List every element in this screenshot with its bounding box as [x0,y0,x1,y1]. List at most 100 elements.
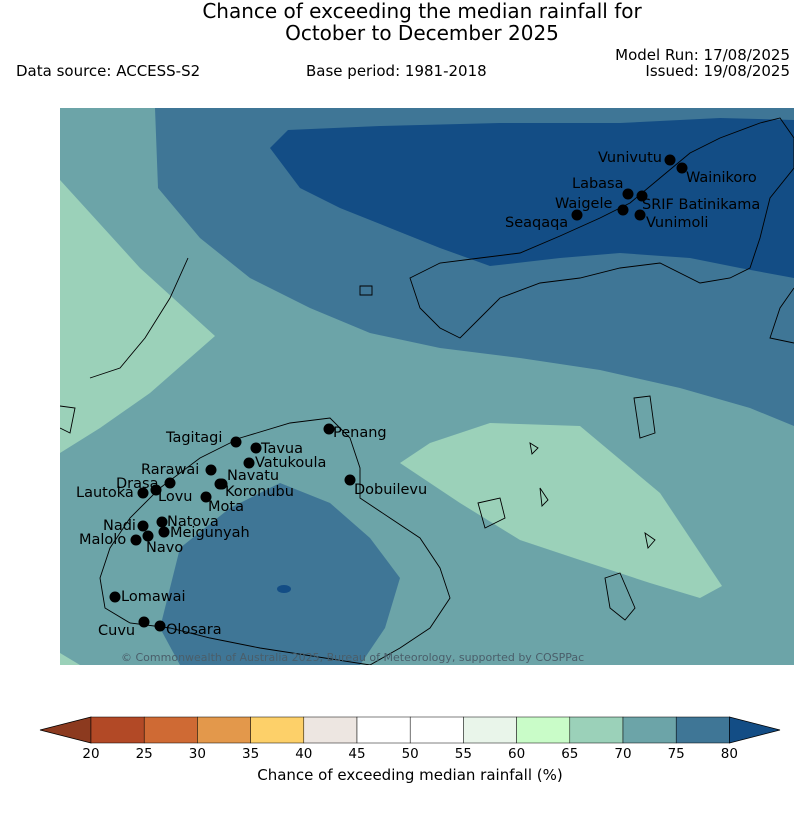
colorbar-tick-label: 55 [455,746,472,762]
coast-islet-7 [529,442,539,455]
station-label: Cuvu [98,623,135,639]
model-run: Model Run: 17/08/2025 [615,46,790,64]
colorbar-tick-label: 60 [508,746,525,762]
station-label: Tagitagi [165,430,222,446]
station-marker [344,474,356,486]
station-label: SRIF Batinikama [642,197,760,213]
colorbar-tick-label: 75 [668,746,685,762]
station-marker [164,477,176,489]
station-label: Tavua [260,441,303,457]
station-marker [622,188,634,200]
band-65-70-bottom [60,653,80,665]
colorbar-tick-label: 50 [402,746,419,762]
map-title-line2: October to December 2025 [285,21,559,45]
station-marker [109,591,121,603]
station-label: Lautoka [76,485,134,501]
station-label: Wainikoro [686,170,757,186]
station-marker [243,457,255,469]
colorbar-tick-label: 35 [242,746,259,762]
colorbar-tick-label: 30 [189,746,206,762]
colorbar-over-arrow [729,716,781,744]
colorbar-tick-label: 25 [136,746,153,762]
colorbar-cell [569,716,624,744]
station-marker [138,616,150,628]
colorbar-cell [303,716,358,744]
station-marker [158,526,170,538]
copyright-text: © Commonwealth of Australia 2025, Bureau… [121,651,584,664]
data-source: Data source: ACCESS-S2 [16,62,201,80]
colorbar-cell [90,716,145,744]
issued-date: Issued: 19/08/2025 [645,62,790,80]
coast-small-1 [60,405,76,434]
station-marker [636,190,648,202]
colorbar-cell [675,716,730,744]
station-marker [634,209,646,221]
station-label: Vunimoli [646,215,708,231]
coast-islet-2 [539,487,549,507]
station-label: Rarawai [141,462,199,478]
band-65-70-left [60,180,215,453]
station-label: Waigele [555,196,612,212]
colorbar-cell [250,716,305,744]
base-period: Base period: 1981-2018 [306,62,487,80]
coast-islet-3 [604,572,636,621]
coast-islet-6 [644,531,656,549]
station-label: Penang [333,425,387,441]
colorbar-cell [516,716,571,744]
station-label: Natova [167,514,219,530]
colorbar-cell [409,716,464,744]
colorbar-cell [143,716,198,744]
station-label: Meigunyah [170,525,250,541]
station-label: Mota [208,499,244,515]
colorbar-tick-label: 45 [348,746,365,762]
station-marker [150,484,162,496]
coast-islet-5 [359,285,373,296]
station-marker [230,436,242,448]
station-label: Seaqaqa [505,215,568,231]
map-title-line1: Chance of exceeding the median rainfall … [202,0,642,23]
colorbar-cell [463,716,517,744]
station-label: Vatukoula [255,455,326,471]
station-marker [250,442,262,454]
coast-islet-4 [633,395,656,439]
band-65-70-right [400,423,722,598]
station-label: Dobuilevu [354,482,427,498]
colorbar-cell [197,716,251,744]
station-marker [617,204,629,216]
colorbar-label: Chance of exceeding median rainfall (%) [257,766,563,784]
coastlines [60,117,794,665]
coast-islet-1 [477,497,506,529]
station-label: Koronubu [225,484,294,500]
station-marker [200,491,212,503]
coast-viti-levu [99,417,451,665]
colorbar: 20 25 30 35 40 45 50 55 60 65 70 75 80 [39,716,781,762]
station-marker [571,209,583,221]
station-marker [156,516,168,528]
colorbar-under-arrow [39,716,92,744]
station-label: Malolo [79,532,126,548]
coast-vanua-levu [409,117,794,339]
band-75-80-lower [160,483,400,665]
station-marker [130,534,142,546]
station-label: Nadi [103,518,136,534]
station-marker [676,162,688,174]
band-80-plus-spot [277,585,291,593]
station-label: Navo [146,540,183,556]
station-marker [142,530,154,542]
station-label: Drasa [116,476,158,492]
station-layer: Vunivutu Wainikoro Labasa Waigele SRIF Batin… [76,150,760,639]
coast-yasawa [89,257,189,379]
band-80-plus [270,118,794,278]
station-marker [205,464,217,476]
station-label: Lovu [158,489,192,505]
station-marker [154,620,166,632]
station-label: Navatu [227,468,279,484]
colorbar-tick-label: 70 [614,746,631,762]
colorbar-tick-label: 20 [82,746,99,762]
station-label: Vunivutu [598,150,662,166]
station-label: Olosara [166,622,222,638]
colorbar-tick-label: 65 [561,746,578,762]
station-marker [664,154,676,166]
station-marker [137,520,149,532]
station-label: Lomawai [121,589,185,605]
